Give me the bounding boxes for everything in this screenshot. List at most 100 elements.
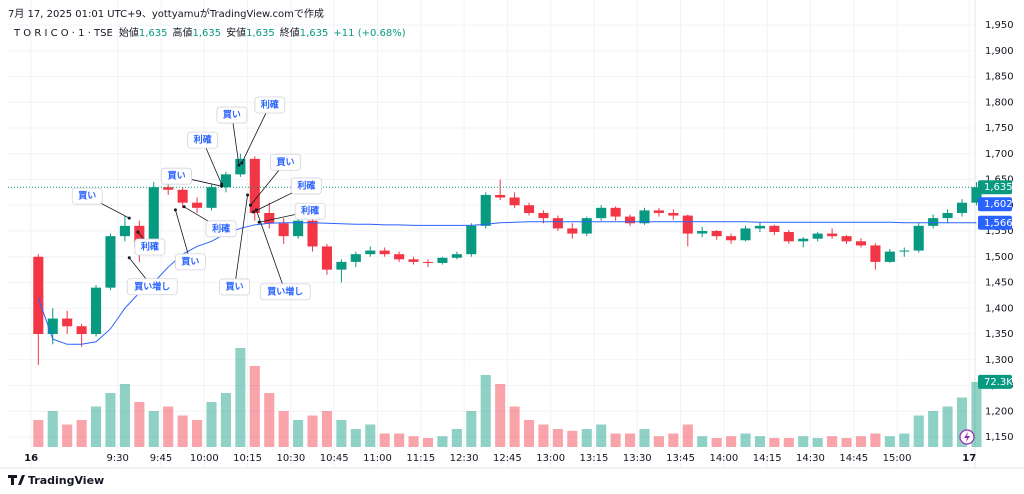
y-tick-label: 1,450	[985, 278, 1014, 289]
candle-body	[321, 246, 333, 270]
volume-bar	[610, 433, 621, 447]
ohlc-value: 1,635	[192, 28, 222, 39]
volume-bar	[697, 436, 708, 447]
candle-body	[119, 225, 130, 237]
annotation-point	[182, 205, 186, 209]
candle-body	[336, 261, 347, 270]
annotation-box	[134, 238, 166, 256]
volume-bar	[105, 393, 116, 447]
volume-tag-label: 72.3K	[984, 377, 1013, 388]
volume-bar	[567, 430, 578, 447]
ohlc-label: 始値	[118, 28, 139, 39]
volume-bar	[336, 420, 347, 447]
annotation-point	[246, 193, 250, 197]
volume-bar	[408, 436, 419, 447]
ohlc-value: 1,635	[138, 28, 168, 39]
annotation-box	[254, 96, 286, 114]
candle-body	[971, 187, 982, 203]
candle-body	[293, 220, 304, 237]
legend: T O R I C O · 1 · TSE 始値1,635 高値1,635 安値1,6…	[14, 24, 411, 39]
candle-body	[625, 216, 636, 224]
candle-body	[668, 212, 679, 216]
volume-bar	[740, 433, 751, 447]
candle-body	[47, 318, 58, 334]
price-tag-label: 1,635	[984, 182, 1013, 193]
candle-body	[495, 194, 506, 198]
volume-bar	[682, 424, 693, 447]
candle-body	[192, 202, 203, 208]
candle-body	[754, 225, 766, 229]
x-tick-label: 14:00	[709, 453, 738, 464]
annotation-point	[127, 256, 131, 260]
annotation-point	[248, 203, 252, 207]
volume-bar	[422, 438, 434, 447]
annotation-text: 利確	[296, 179, 315, 191]
candle-body	[76, 326, 87, 334]
annotation-text: 買い	[78, 191, 96, 202]
volume-bar	[119, 384, 130, 447]
candle-body	[956, 202, 968, 213]
annotation-text: 利確	[193, 134, 212, 146]
volume-bar	[163, 406, 174, 447]
annotation-text: 買い	[276, 157, 294, 168]
vwap-line	[37, 221, 977, 345]
y-tick-label: 1,200	[985, 406, 1014, 417]
candle-body	[581, 218, 592, 234]
candle-body	[235, 158, 246, 175]
volume-bar	[466, 411, 477, 447]
volume-bar	[437, 436, 448, 447]
volume-tag	[978, 374, 1012, 389]
volume-bar	[523, 420, 535, 447]
volume-bar	[365, 424, 376, 447]
x-tick-label: 16	[24, 453, 38, 464]
volume-bar	[495, 384, 506, 447]
annotation-point	[220, 184, 224, 188]
candle-body	[942, 212, 953, 219]
volume-bar	[350, 429, 361, 447]
candle-body	[740, 228, 751, 241]
candle-body	[206, 187, 217, 208]
annotation-text: 買い	[181, 256, 199, 267]
volume-bar	[278, 411, 289, 447]
volume-bar	[47, 411, 58, 447]
volume-bar	[235, 348, 246, 447]
volume-bar	[177, 415, 188, 447]
volume-bar	[538, 424, 549, 447]
x-tick-label: 9:30	[106, 453, 128, 464]
x-tick-label: 17	[962, 453, 976, 464]
y-tick-label: 1,700	[985, 149, 1014, 160]
candle-body	[33, 256, 44, 334]
candle-body	[307, 220, 318, 247]
y-tick-label: 1,350	[985, 329, 1014, 340]
annotation-text: 買い増し	[267, 285, 303, 297]
volume-bar	[552, 429, 563, 447]
annotation-text: 買い	[226, 281, 244, 292]
candle-body	[596, 207, 607, 219]
volume-bar	[942, 406, 953, 447]
volume-bar	[812, 438, 823, 447]
volume-bar	[928, 411, 939, 447]
candle-body	[134, 225, 145, 247]
volume-bar	[134, 402, 145, 447]
volume-bar	[841, 438, 852, 447]
x-tick-label: 11:15	[406, 453, 435, 464]
y-tick-label: 1,300	[985, 355, 1014, 366]
annotation-box	[294, 202, 326, 220]
volume-bar	[581, 429, 592, 447]
x-tick-label: 11:00	[363, 453, 392, 464]
x-tick-label: 13:45	[666, 453, 695, 464]
annotation-point	[127, 216, 131, 220]
candle-body	[408, 259, 419, 262]
x-tick-label: 14:45	[839, 453, 868, 464]
volume-bar	[827, 436, 838, 447]
candle-body	[928, 218, 939, 226]
candle-body	[538, 212, 549, 219]
candle-body	[653, 210, 664, 213]
alert-bolt	[964, 432, 970, 442]
volume-bar	[480, 375, 491, 447]
annotation-text: 利確	[140, 241, 159, 253]
volume-bar	[639, 429, 650, 447]
x-tick-label: 10:45	[320, 453, 349, 464]
